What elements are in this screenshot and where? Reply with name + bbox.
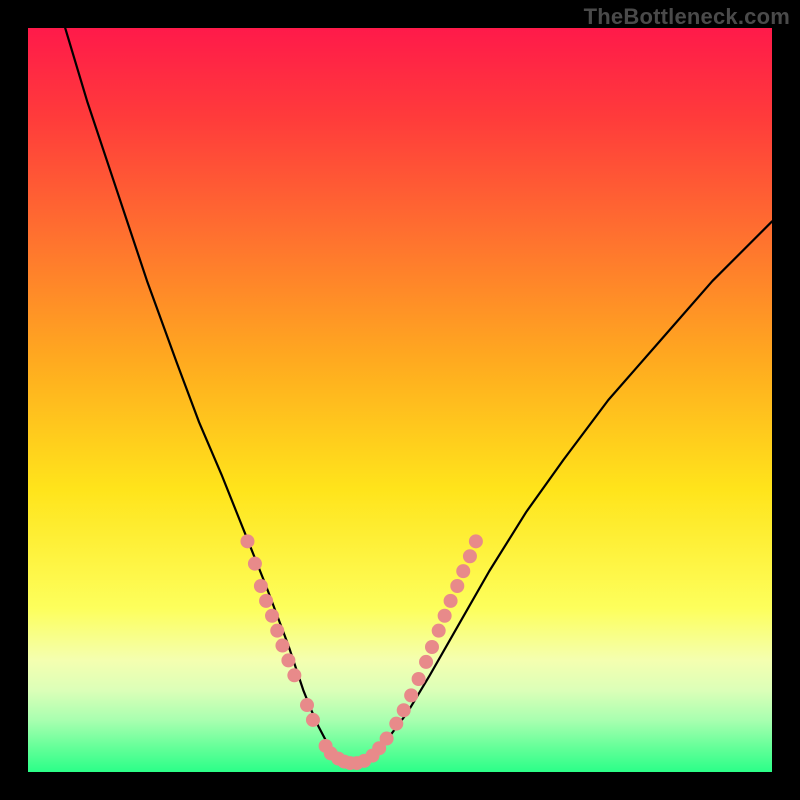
- data-marker: [438, 609, 452, 623]
- data-marker: [259, 594, 273, 608]
- data-marker: [450, 579, 464, 593]
- data-marker: [419, 655, 433, 669]
- data-marker: [270, 624, 284, 638]
- chart-frame: TheBottleneck.com: [0, 0, 800, 800]
- data-marker: [240, 534, 254, 548]
- data-marker: [432, 624, 446, 638]
- bottleneck-chart: [0, 0, 800, 800]
- data-marker: [469, 534, 483, 548]
- data-marker: [412, 672, 426, 686]
- plot-background: [28, 28, 772, 772]
- data-marker: [254, 579, 268, 593]
- data-marker: [463, 549, 477, 563]
- data-marker: [300, 698, 314, 712]
- data-marker: [248, 557, 262, 571]
- data-marker: [380, 732, 394, 746]
- data-marker: [444, 594, 458, 608]
- data-marker: [425, 640, 439, 654]
- data-marker: [287, 668, 301, 682]
- data-marker: [306, 713, 320, 727]
- data-marker: [275, 639, 289, 653]
- watermark-text: TheBottleneck.com: [584, 4, 790, 30]
- data-marker: [456, 564, 470, 578]
- data-marker: [281, 653, 295, 667]
- data-marker: [389, 717, 403, 731]
- data-marker: [265, 609, 279, 623]
- data-marker: [404, 688, 418, 702]
- data-marker: [397, 703, 411, 717]
